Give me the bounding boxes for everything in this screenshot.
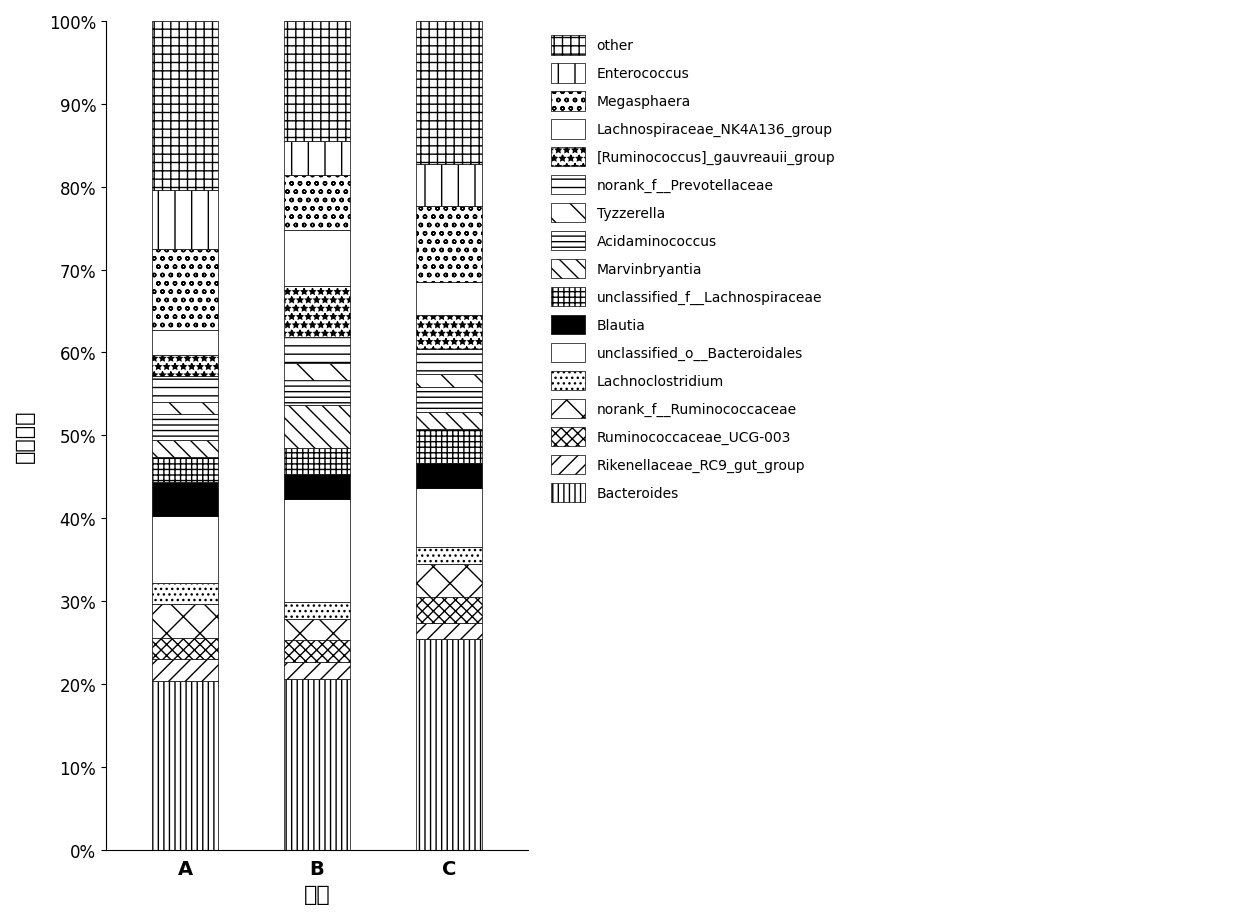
Bar	[417, 547, 482, 564]
Bar	[284, 363, 350, 380]
Bar	[284, 619, 350, 641]
Bar	[153, 191, 218, 250]
Bar	[153, 660, 218, 681]
Bar	[284, 500, 350, 602]
Bar	[284, 231, 350, 287]
Bar	[284, 641, 350, 662]
Bar	[153, 482, 218, 516]
Bar	[153, 403, 218, 414]
Bar	[417, 488, 482, 547]
Bar	[417, 597, 482, 623]
Bar	[153, 584, 218, 605]
Bar	[417, 316, 482, 350]
Bar	[284, 406, 350, 448]
Bar	[417, 623, 482, 640]
Bar	[153, 457, 218, 482]
Y-axis label: 相对含量: 相对含量	[15, 409, 35, 462]
Bar	[284, 22, 350, 142]
Bar	[417, 640, 482, 850]
Bar	[284, 679, 350, 850]
Bar	[417, 413, 482, 429]
Bar	[284, 602, 350, 619]
Bar	[417, 350, 482, 375]
Bar	[417, 388, 482, 413]
Bar	[417, 564, 482, 597]
Bar	[284, 287, 350, 338]
Bar	[284, 448, 350, 474]
Bar	[417, 22, 482, 165]
Legend: other, Enterococcus, Megasphaera, Lachnospiraceae_NK4A136_group, [Ruminococcus]_: other, Enterococcus, Megasphaera, Lachno…	[544, 28, 842, 510]
Bar	[153, 250, 218, 330]
Bar	[417, 165, 482, 207]
Bar	[417, 207, 482, 282]
Bar	[153, 639, 218, 660]
X-axis label: 分组: 分组	[304, 884, 331, 904]
Bar	[284, 662, 350, 679]
Bar	[284, 176, 350, 231]
Bar	[284, 380, 350, 406]
Bar	[153, 516, 218, 584]
Bar	[153, 414, 218, 440]
Bar	[153, 681, 218, 850]
Bar	[153, 22, 218, 191]
Bar	[153, 440, 218, 457]
Bar	[153, 377, 218, 403]
Bar	[417, 429, 482, 463]
Bar	[153, 330, 218, 356]
Bar	[153, 605, 218, 639]
Bar	[417, 463, 482, 488]
Bar	[284, 474, 350, 500]
Bar	[417, 375, 482, 388]
Bar	[284, 142, 350, 176]
Bar	[284, 338, 350, 363]
Bar	[153, 356, 218, 377]
Bar	[417, 282, 482, 316]
